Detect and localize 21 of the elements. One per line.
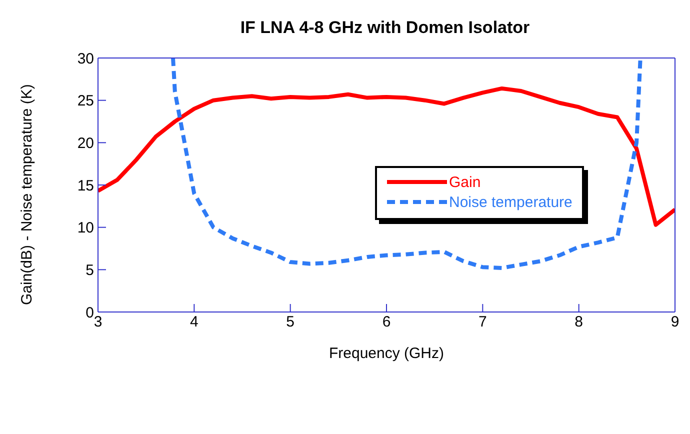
y-tick-label: 5 xyxy=(86,262,94,279)
y-tick-label: 10 xyxy=(77,220,94,237)
y-tick-label: 30 xyxy=(77,50,94,68)
legend-label: Gain xyxy=(449,174,481,190)
x-tick-label: 3 xyxy=(94,314,102,331)
y-tick-label: 20 xyxy=(77,134,94,152)
line-series xyxy=(98,86,675,227)
x-tick-label: 4 xyxy=(190,314,198,331)
x-tick-label: 7 xyxy=(478,314,487,331)
y-tick-label: 0 xyxy=(86,304,94,322)
x-tick-label: 9 xyxy=(670,314,680,331)
legend-label: Noise temperature xyxy=(449,194,572,210)
line-series xyxy=(171,58,642,270)
x-tick-label: 6 xyxy=(382,314,391,331)
x-tick-label: 5 xyxy=(286,314,295,331)
x-axis-title: Frequency (GHz) xyxy=(328,345,444,362)
chart-title: IF LNA 4-8 GHz with Domen Isolator xyxy=(239,17,531,39)
y-axis-title: Gain(dB) - Noise temperature (K) xyxy=(18,84,36,305)
y-tick-label: 15 xyxy=(77,177,94,194)
x-tick-label: 8 xyxy=(574,314,584,331)
y-tick-label: 25 xyxy=(77,92,94,110)
